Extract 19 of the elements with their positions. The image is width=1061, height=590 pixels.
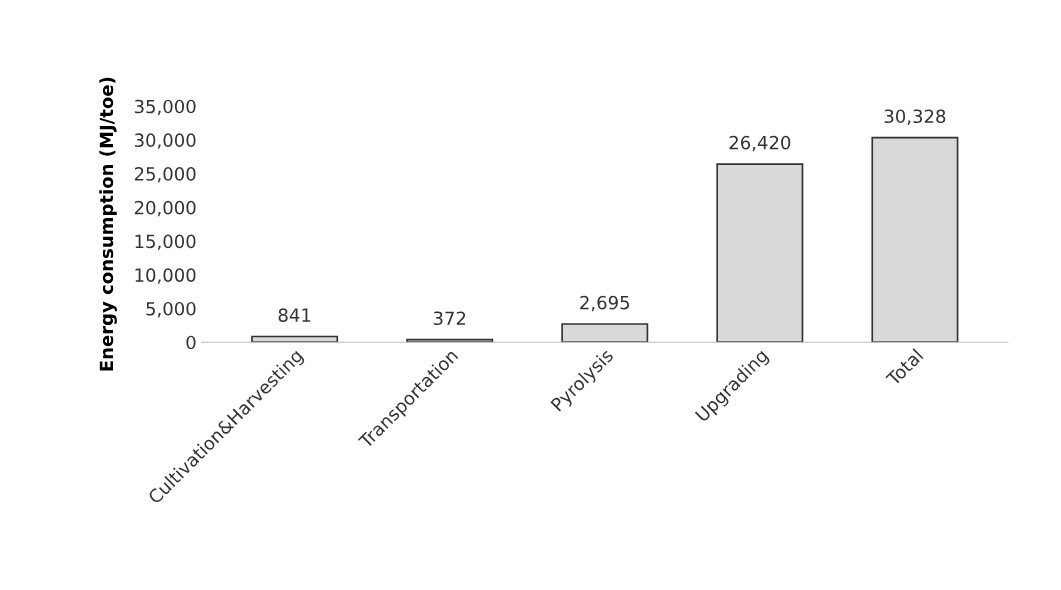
- y-axis-title: Energy consumption (MJ/toe): [99, 77, 117, 371]
- y-tick-label: 25,000: [134, 167, 196, 183]
- bar: [716, 163, 804, 343]
- bar: [561, 323, 649, 343]
- data-label: 26,420: [729, 135, 791, 152]
- bar: [406, 338, 494, 343]
- data-label: 2,695: [580, 295, 630, 312]
- data-label: 30,328: [884, 109, 946, 125]
- y-tick-label: 20,000: [134, 200, 196, 217]
- y-tick-label: 5,000: [146, 301, 196, 318]
- bar: [871, 136, 959, 343]
- y-tick-label: 10,000: [135, 268, 196, 284]
- bar: [251, 335, 339, 343]
- y-tick-label: 35,000: [134, 99, 196, 116]
- y-tick-label: 15,000: [135, 234, 196, 251]
- y-tick-label: 0: [186, 335, 196, 350]
- data-label: 372: [433, 311, 466, 326]
- data-label: 841: [278, 308, 311, 322]
- y-tick-label: 30,000: [134, 133, 196, 149]
